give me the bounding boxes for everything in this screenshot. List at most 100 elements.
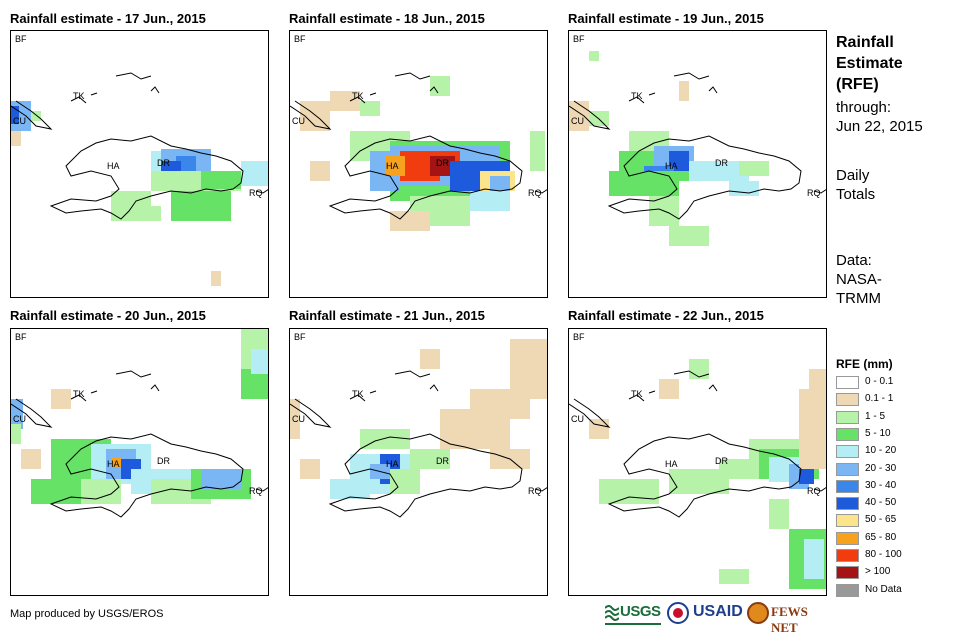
map-label-tk: TK bbox=[352, 389, 364, 399]
totals-line2: Totals bbox=[836, 186, 876, 203]
rainfall-cell bbox=[81, 479, 121, 504]
map-label-rq: RQ bbox=[528, 188, 542, 198]
coastline bbox=[813, 487, 826, 492]
legend-label: 0 - 0.1 bbox=[865, 376, 894, 387]
legend-swatch bbox=[836, 583, 859, 597]
rainfall-map: BF CU TK HA DR RQ bbox=[290, 332, 547, 518]
map-label-tk: TK bbox=[631, 91, 643, 101]
rainfall-cell bbox=[300, 459, 320, 479]
rainfall-cell bbox=[141, 206, 161, 221]
usaid-logo-text: USAID bbox=[693, 603, 743, 620]
map-credit: Map produced by USGS/EROS bbox=[10, 608, 164, 620]
through-date: Jun 22, 2015 bbox=[836, 118, 923, 135]
rainfall-cell bbox=[490, 176, 510, 191]
rainfall-cell bbox=[211, 271, 221, 286]
map-label-cu: CU bbox=[13, 116, 26, 126]
map-label-dr: DR bbox=[157, 456, 170, 466]
legend-item: No Data bbox=[836, 583, 956, 599]
map-label-ha: HA bbox=[665, 161, 678, 171]
legend-swatch bbox=[836, 549, 859, 562]
legend-item: 0 - 0.1 bbox=[836, 375, 956, 391]
rainfall-cell bbox=[689, 359, 709, 379]
rainfall-cell bbox=[669, 469, 729, 494]
rainfall-cell bbox=[11, 424, 21, 444]
legend-label: 10 - 20 bbox=[865, 445, 897, 457]
rainfall-cell bbox=[31, 111, 41, 121]
rainfall-cell bbox=[679, 81, 689, 101]
coastline bbox=[349, 390, 377, 402]
panel-title-jun22: Rainfall estimate - 22 Jun., 2015 bbox=[568, 308, 764, 323]
map-label-bf: BF bbox=[15, 332, 27, 342]
map-label-ha: HA bbox=[107, 459, 120, 469]
legend-label: 0.1 - 1 bbox=[865, 393, 894, 405]
rainfall-cell bbox=[430, 156, 455, 176]
rainfall-cell bbox=[201, 469, 241, 489]
data-source-line3: TRMM bbox=[836, 290, 881, 307]
coastline bbox=[628, 390, 656, 402]
map-label-rq: RQ bbox=[249, 188, 263, 198]
map-label-ha: HA bbox=[386, 459, 399, 469]
legend-label: 80 - 100 bbox=[865, 549, 902, 560]
coastline bbox=[290, 398, 332, 428]
coastline bbox=[49, 135, 244, 220]
rainfall-cell bbox=[510, 339, 547, 399]
legend-item: 10 - 20 bbox=[836, 444, 956, 460]
rainfall-cell bbox=[360, 429, 410, 449]
legend-item: 0.1 - 1 bbox=[836, 392, 956, 408]
map-panel-jun17: BF CU TK HA DR RQ bbox=[10, 30, 269, 298]
coastline bbox=[673, 370, 710, 378]
coastline bbox=[394, 72, 431, 80]
legend-label: 5 - 10 bbox=[865, 427, 891, 439]
coastline bbox=[708, 86, 718, 94]
rainfall-cell bbox=[11, 131, 21, 146]
rainfall-cell bbox=[241, 161, 268, 186]
map-panel-jun18: BF CU TK HA DR RQ bbox=[289, 30, 548, 298]
coastline bbox=[569, 398, 611, 428]
usaid-seal-icon bbox=[667, 602, 689, 624]
legend-swatch bbox=[836, 514, 859, 528]
coastline bbox=[328, 433, 523, 518]
rainfall-cell bbox=[799, 389, 826, 469]
map-label-dr: DR bbox=[157, 158, 170, 168]
rainfall-cell bbox=[360, 101, 380, 116]
panel-title-jun20: Rainfall estimate - 20 Jun., 2015 bbox=[10, 308, 206, 323]
rainfall-cell bbox=[609, 171, 679, 196]
legend-label: 50 - 65 bbox=[865, 514, 897, 526]
rainfall-cell bbox=[201, 171, 241, 189]
rainfall-cell bbox=[470, 191, 510, 211]
legend-label: 1 - 5 bbox=[865, 410, 886, 422]
map-label-ha: HA bbox=[386, 161, 399, 171]
legend-label: No Data bbox=[865, 583, 902, 595]
map-label-cu: CU bbox=[13, 414, 26, 424]
map-panel-jun22: BF CU TK HA DR RQ bbox=[568, 328, 827, 596]
usgs-logo-text: USGS bbox=[620, 603, 661, 620]
rainfall-cell bbox=[290, 399, 300, 439]
fewsnet-globe-icon bbox=[747, 602, 769, 624]
through-block: through: Jun 22, 2015 bbox=[836, 98, 923, 136]
coastline bbox=[49, 433, 244, 518]
usgs-logo: USGS bbox=[605, 602, 661, 626]
side-title-line2: Estimate bbox=[836, 55, 903, 72]
map-label-rq: RQ bbox=[807, 486, 821, 496]
rainfall-cell bbox=[599, 479, 659, 504]
coastline bbox=[115, 72, 152, 80]
coastline bbox=[673, 72, 710, 80]
rainfall-cell bbox=[310, 161, 330, 181]
rainfall-cell bbox=[804, 539, 824, 579]
map-label-ha: HA bbox=[665, 459, 678, 469]
rainfall-map: BF CU TK HA DR RQ bbox=[569, 332, 826, 589]
coastline bbox=[150, 86, 160, 94]
legend-swatch bbox=[836, 479, 859, 493]
legend-item: 65 - 80 bbox=[836, 531, 956, 547]
rainfall-cell bbox=[739, 161, 769, 176]
rainfall-map: BF CU TK HA DR RQ bbox=[569, 34, 826, 246]
rainfall-cell bbox=[410, 449, 450, 469]
map-label-dr: DR bbox=[436, 158, 449, 168]
map-panel-jun20: BF CU TK HA DR RQ bbox=[10, 328, 269, 596]
rainfall-cell bbox=[251, 349, 268, 374]
legend-item: 80 - 100 bbox=[836, 548, 956, 564]
legend-swatch bbox=[836, 462, 859, 476]
coastline bbox=[11, 398, 53, 428]
map-label-tk: TK bbox=[73, 91, 85, 101]
rainfall-cell bbox=[530, 131, 545, 171]
